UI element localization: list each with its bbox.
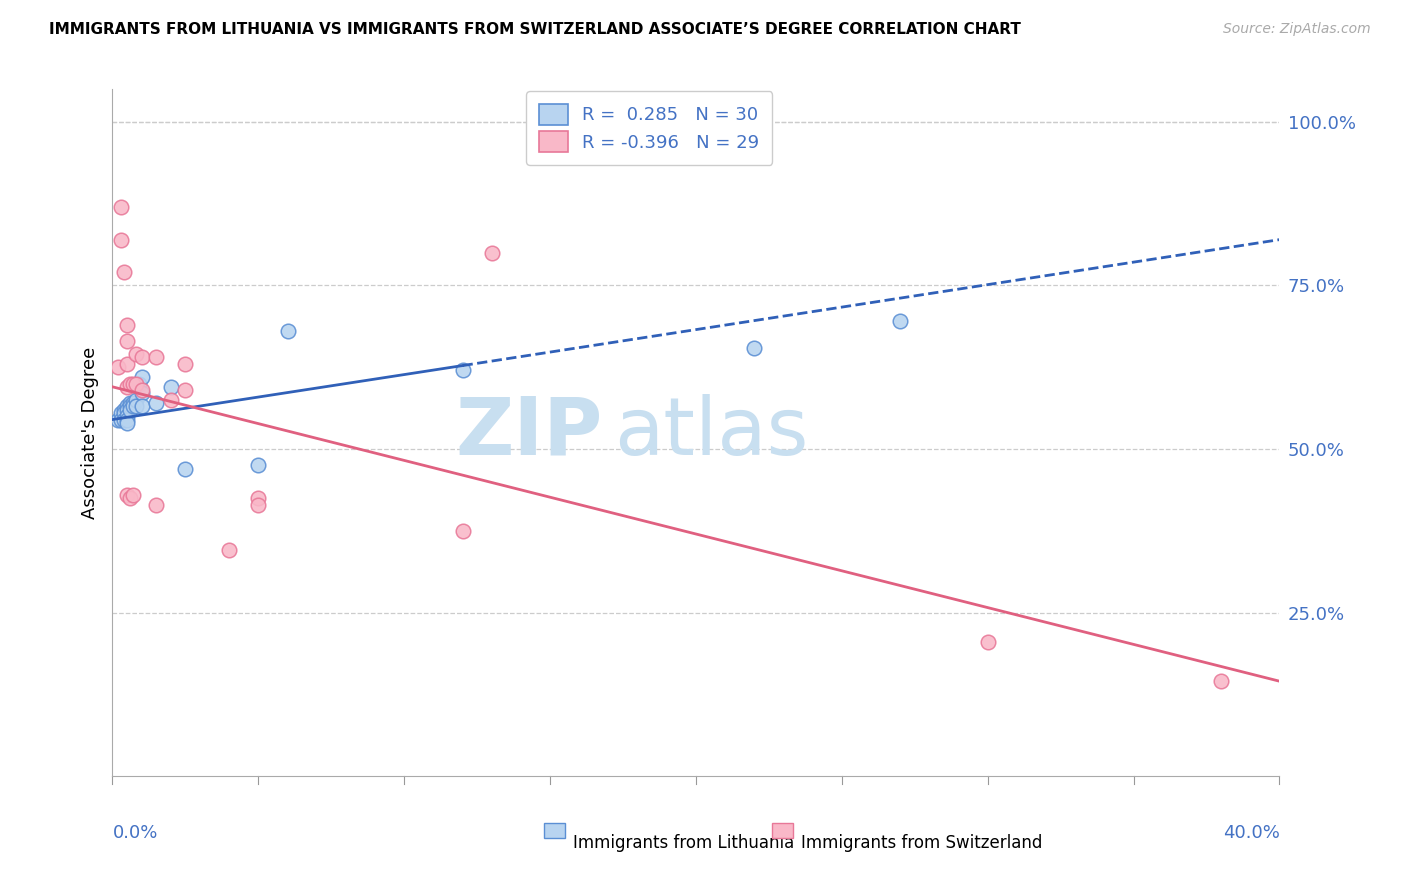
Point bbox=[889, 314, 911, 328]
Text: 40.0%: 40.0% bbox=[1223, 824, 1279, 842]
Point bbox=[125, 376, 148, 391]
Point bbox=[115, 409, 138, 424]
Point bbox=[110, 200, 132, 214]
Point bbox=[247, 458, 270, 473]
Point bbox=[110, 233, 132, 247]
Point bbox=[118, 376, 141, 391]
FancyBboxPatch shape bbox=[544, 822, 565, 838]
Point bbox=[112, 412, 135, 426]
Point bbox=[145, 498, 167, 512]
Point bbox=[131, 351, 153, 365]
Point bbox=[115, 334, 138, 348]
Point bbox=[110, 406, 132, 420]
Point bbox=[115, 357, 138, 371]
Point bbox=[145, 396, 167, 410]
Point bbox=[118, 402, 141, 417]
Point bbox=[276, 324, 298, 338]
Point bbox=[122, 400, 145, 414]
Point bbox=[107, 360, 129, 375]
Point bbox=[742, 341, 765, 355]
Point bbox=[107, 412, 129, 426]
Point bbox=[218, 543, 240, 558]
Text: Source: ZipAtlas.com: Source: ZipAtlas.com bbox=[1223, 22, 1371, 37]
Point bbox=[115, 416, 138, 430]
Point bbox=[131, 400, 153, 414]
Point bbox=[131, 383, 153, 397]
Point bbox=[115, 400, 138, 414]
Text: Immigrants from Switzerland: Immigrants from Switzerland bbox=[801, 834, 1042, 853]
FancyBboxPatch shape bbox=[772, 822, 793, 838]
Point bbox=[115, 380, 138, 394]
Point bbox=[976, 635, 998, 649]
Point bbox=[131, 370, 153, 384]
Point bbox=[125, 347, 148, 361]
Point bbox=[115, 488, 138, 502]
Legend: R =  0.285   N = 30, R = -0.396   N = 29: R = 0.285 N = 30, R = -0.396 N = 29 bbox=[526, 91, 772, 165]
Point bbox=[115, 412, 138, 426]
Text: ZIP: ZIP bbox=[456, 393, 603, 472]
Point bbox=[451, 363, 474, 377]
Point bbox=[112, 265, 135, 279]
Point bbox=[118, 396, 141, 410]
Point bbox=[247, 498, 270, 512]
Point bbox=[125, 392, 148, 407]
Y-axis label: Associate's Degree: Associate's Degree bbox=[80, 346, 98, 519]
Point bbox=[145, 351, 167, 365]
Point bbox=[160, 380, 183, 394]
Point bbox=[125, 400, 148, 414]
Point bbox=[174, 461, 197, 475]
Point bbox=[451, 524, 474, 538]
Text: 0.0%: 0.0% bbox=[112, 824, 157, 842]
Point bbox=[118, 400, 141, 414]
Point bbox=[128, 376, 150, 391]
Point bbox=[247, 491, 270, 505]
Point bbox=[122, 396, 145, 410]
Point bbox=[1209, 674, 1232, 689]
Point bbox=[112, 402, 135, 417]
Point bbox=[160, 392, 183, 407]
Point bbox=[110, 412, 132, 426]
Point bbox=[122, 376, 145, 391]
Point bbox=[112, 406, 135, 420]
Point bbox=[118, 491, 141, 505]
Text: Immigrants from Lithuania: Immigrants from Lithuania bbox=[574, 834, 794, 853]
Point bbox=[174, 357, 197, 371]
Point bbox=[115, 402, 138, 417]
Point bbox=[115, 318, 138, 332]
Point bbox=[122, 488, 145, 502]
Point bbox=[174, 383, 197, 397]
Point bbox=[131, 386, 153, 401]
Text: IMMIGRANTS FROM LITHUANIA VS IMMIGRANTS FROM SWITZERLAND ASSOCIATE’S DEGREE CORR: IMMIGRANTS FROM LITHUANIA VS IMMIGRANTS … bbox=[49, 22, 1021, 37]
Text: atlas: atlas bbox=[614, 393, 808, 472]
Point bbox=[481, 245, 503, 260]
